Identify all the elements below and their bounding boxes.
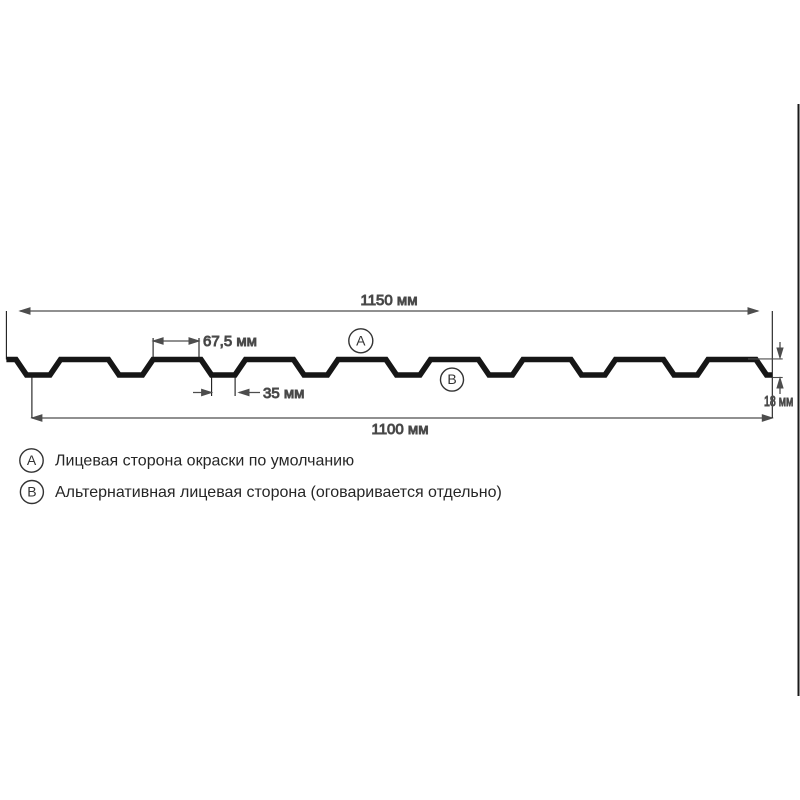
svg-text:B: B bbox=[27, 484, 36, 500]
svg-text:67,5 мм: 67,5 мм bbox=[203, 333, 257, 350]
svg-text:1100 мм: 1100 мм bbox=[371, 421, 428, 438]
svg-text:B: B bbox=[447, 371, 456, 387]
svg-text:35 мм: 35 мм bbox=[263, 385, 304, 402]
svg-text:18 мм: 18 мм bbox=[764, 393, 793, 409]
svg-text:A: A bbox=[356, 333, 366, 349]
svg-text:A: A bbox=[27, 452, 37, 468]
svg-text:1150 мм: 1150 мм bbox=[360, 292, 417, 309]
svg-text:Альтернативная лицевая сторона: Альтернативная лицевая сторона (оговарив… bbox=[55, 484, 502, 501]
svg-text:Лицевая сторона окраски по умо: Лицевая сторона окраски по умолчанию bbox=[55, 453, 354, 470]
